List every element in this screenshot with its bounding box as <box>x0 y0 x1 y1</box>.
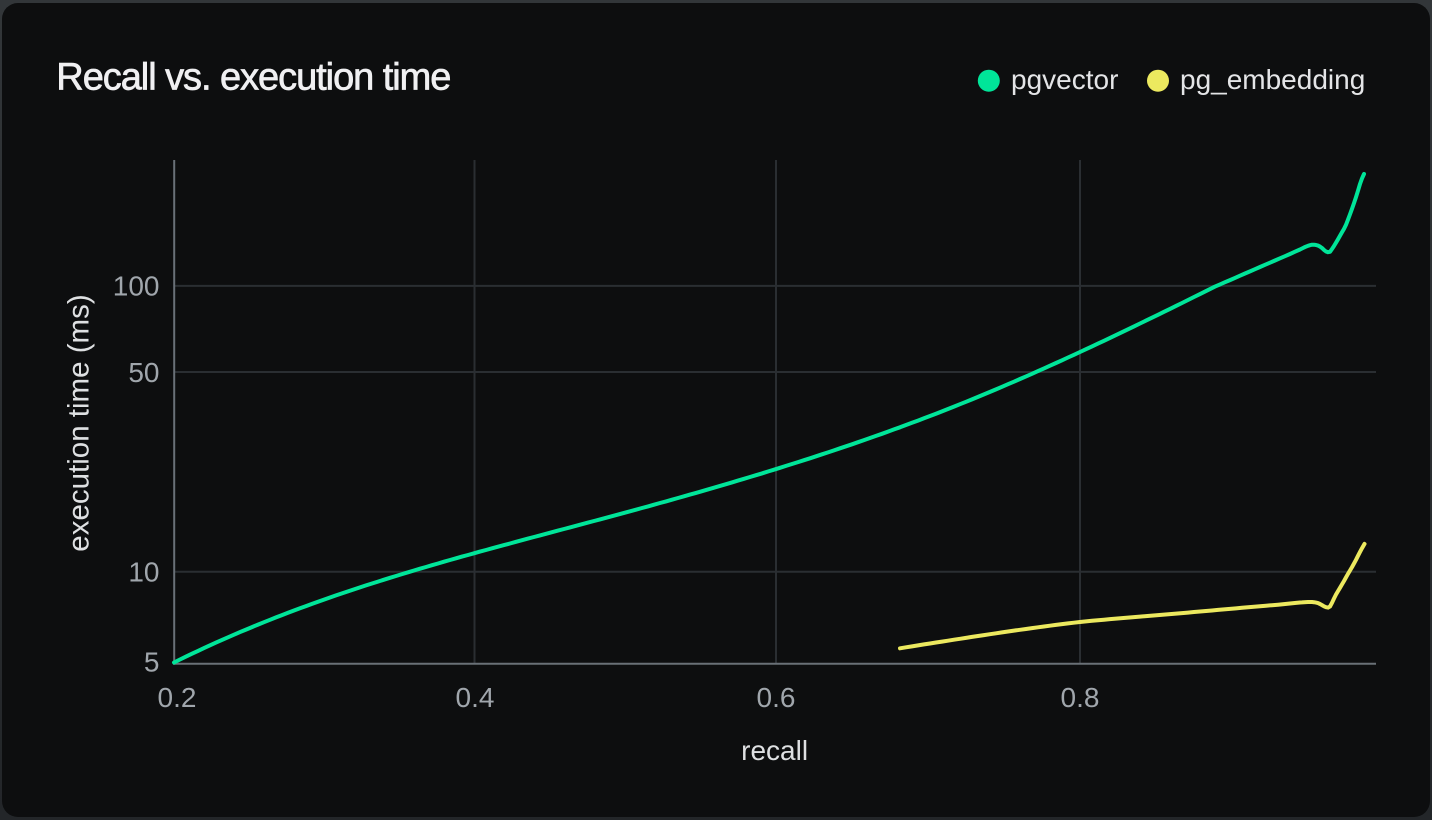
svg-text:5: 5 <box>144 647 160 678</box>
svg-text:Recall vs. execution time: Recall vs. execution time <box>56 57 450 99</box>
svg-text:execution time (ms): execution time (ms) <box>63 294 96 551</box>
svg-text:0.4: 0.4 <box>456 682 495 713</box>
svg-text:0.6: 0.6 <box>757 682 796 713</box>
svg-text:0.8: 0.8 <box>1061 682 1100 713</box>
svg-text:100: 100 <box>113 271 160 302</box>
svg-text:0.2: 0.2 <box>158 682 197 713</box>
svg-text:50: 50 <box>128 357 159 388</box>
svg-text:recall: recall <box>741 735 808 766</box>
svg-text:pgvector: pgvector <box>1011 64 1118 95</box>
svg-text:10: 10 <box>128 557 159 588</box>
svg-text:pg_embedding: pg_embedding <box>1180 64 1365 95</box>
